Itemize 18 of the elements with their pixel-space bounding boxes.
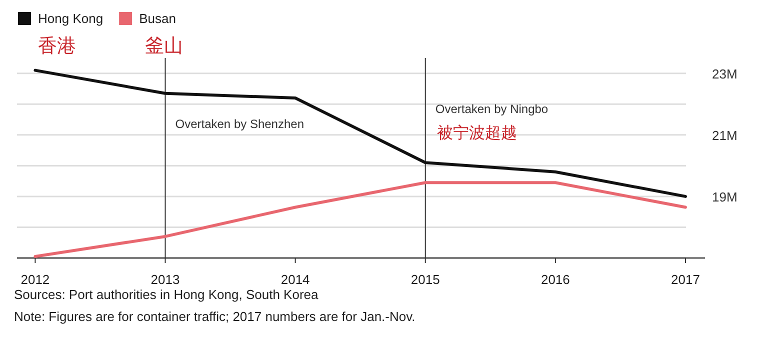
legend-label: Hong Kong [38,11,104,26]
y-tick-label: 21M [712,128,738,143]
y-tick-label: 23M [712,66,738,82]
y-tick-label: 19M [712,189,738,204]
ref-line-label: Overtaken by Ningbo [435,102,548,116]
annotation: 被宁波超越 [437,124,517,142]
x-tick-label: 2016 [540,272,570,287]
text: Note: Figures are for container traffic; 2017 numbers are for Jan.-Nov. [14,309,416,324]
text: 香港 [38,36,76,57]
x-tick-label: 2015 [410,272,440,287]
x-tick-label: 2017 [671,272,700,287]
x-tick-label: 2012 [20,272,50,287]
x-tick-label: 2013 [150,272,180,287]
source-note: Sources: Port authorities in Hong Kong, South Korea [14,287,320,302]
legend-label: Busan [139,11,176,26]
text: 釜山 [145,36,183,57]
x-tick-label: 2014 [280,272,310,287]
ref-line-label: Overtaken by Shenzhen [175,117,304,131]
